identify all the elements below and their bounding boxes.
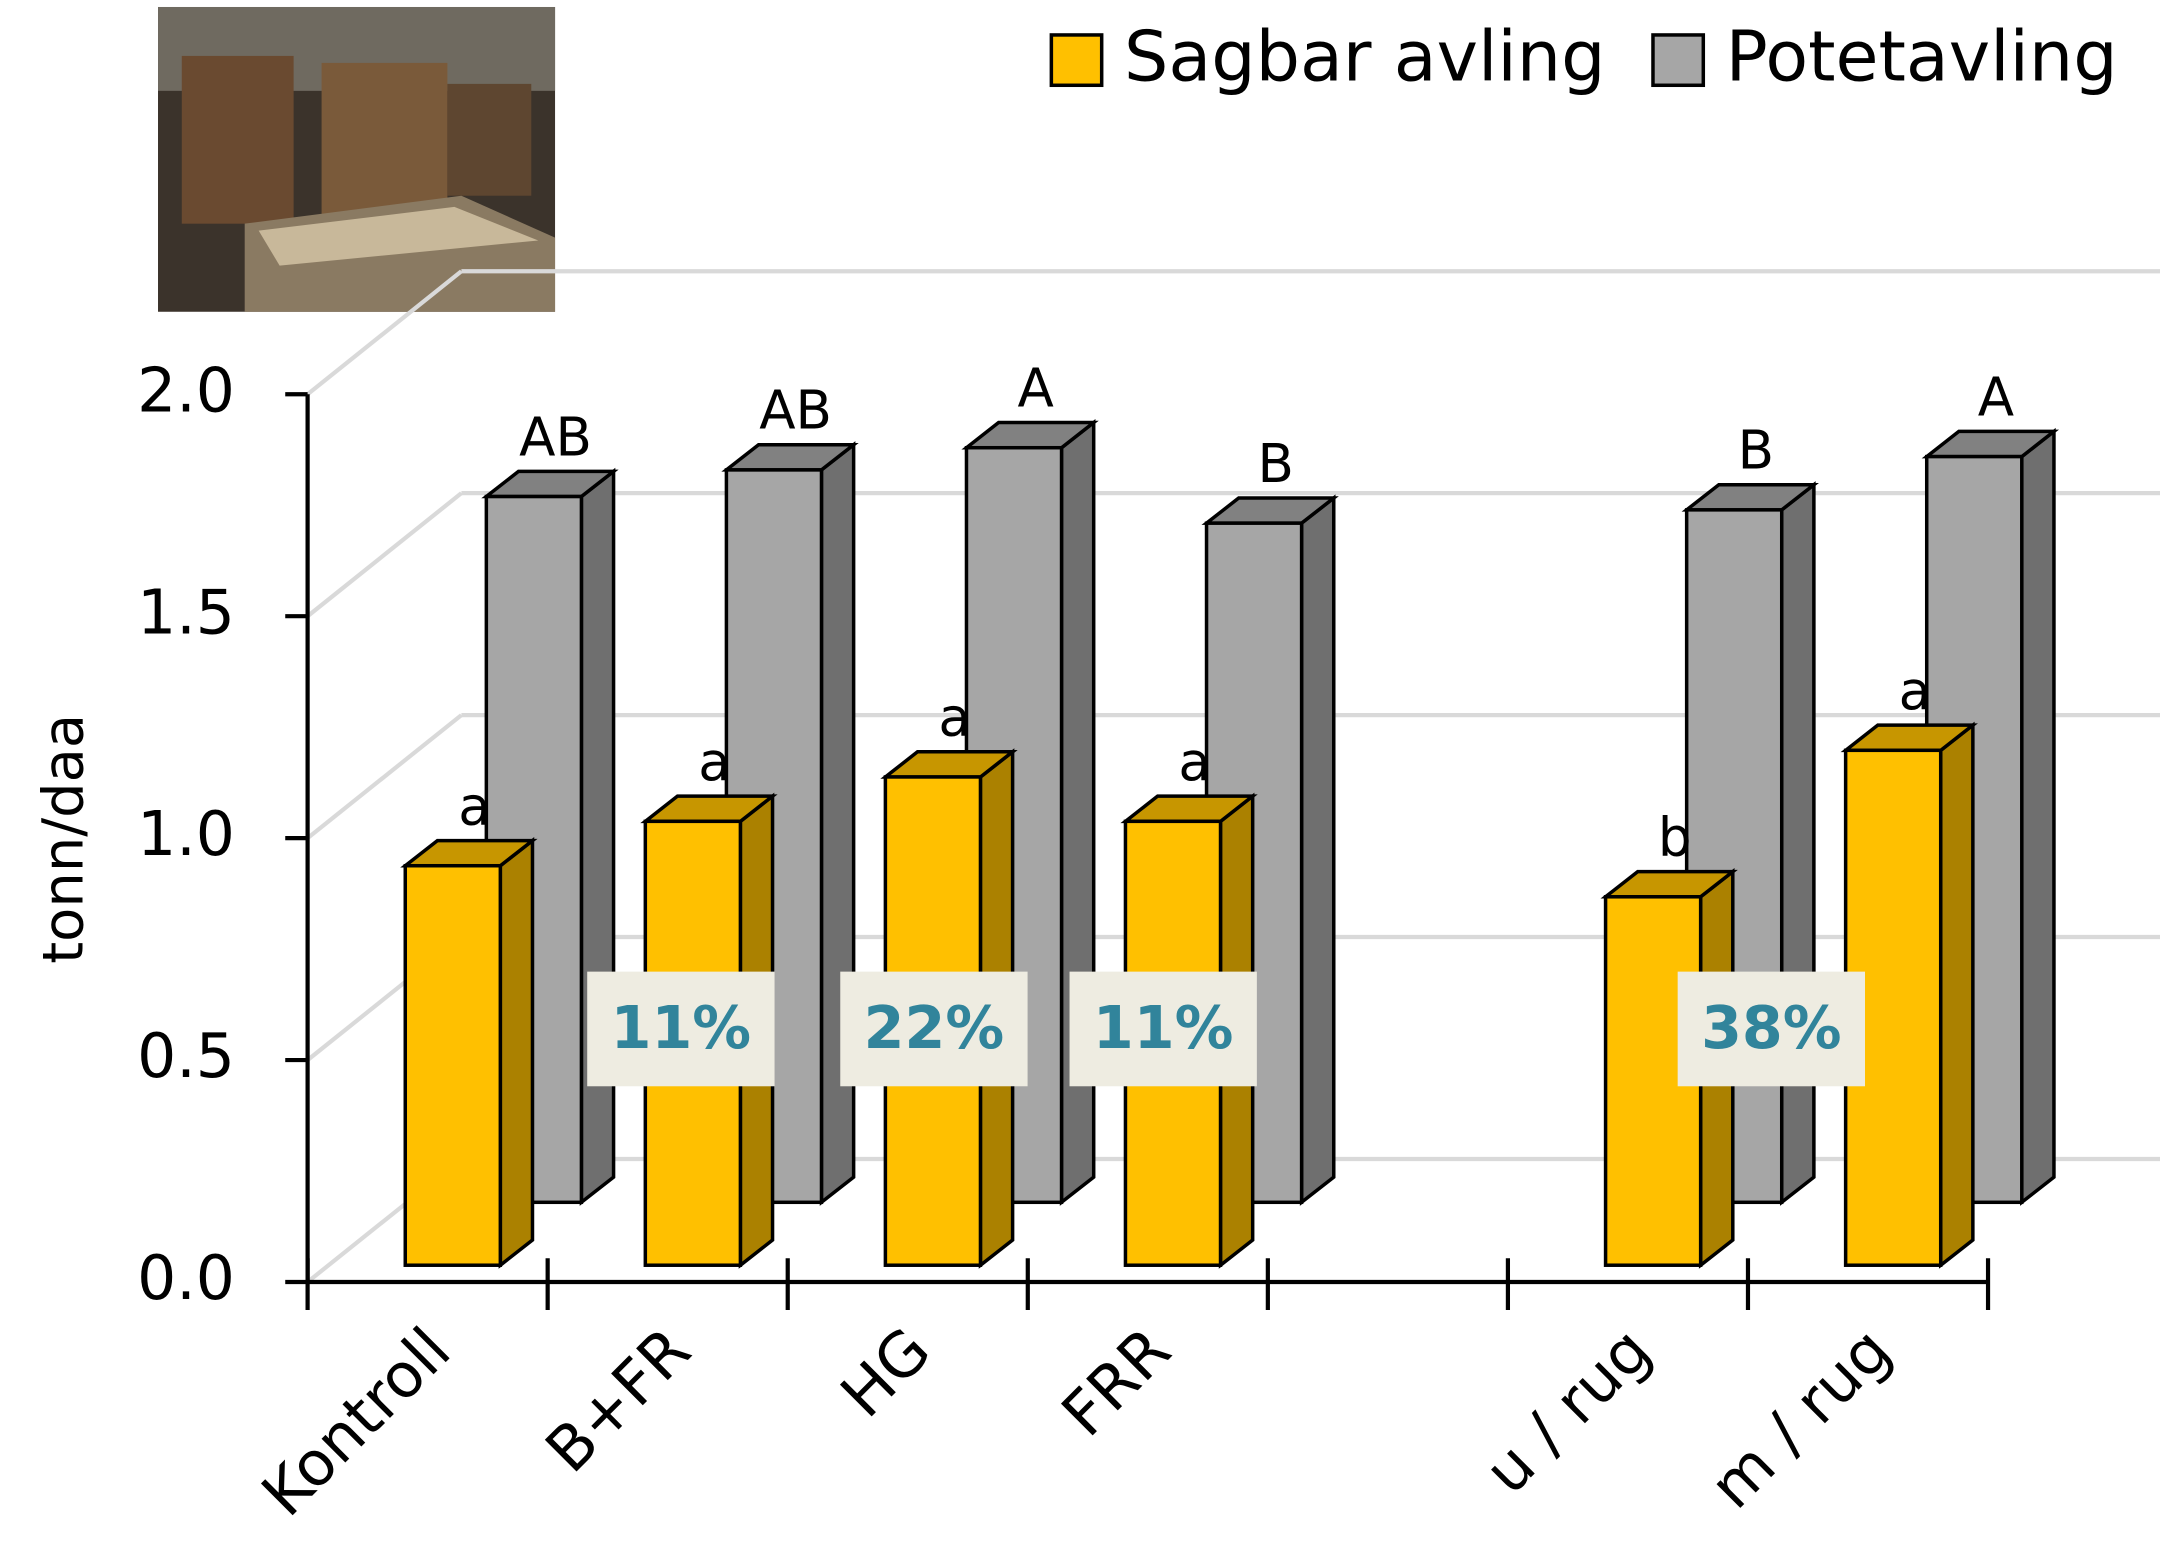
significance-label: a xyxy=(698,731,731,793)
x-tick-label: B+FR xyxy=(532,1314,704,1486)
significance-label: b xyxy=(1658,807,1692,869)
bar-face xyxy=(405,866,500,1265)
x-tick-label: m / rug xyxy=(1696,1314,1905,1523)
grid-line-side xyxy=(308,715,462,838)
bar-face xyxy=(1782,485,1814,1203)
significance-label: a xyxy=(1899,660,1932,722)
bar xyxy=(405,841,532,1266)
legend-label: Sagbar avling xyxy=(1124,17,1605,98)
y-tick-label: 0.0 xyxy=(137,1242,235,1314)
x-tick-label: HG xyxy=(827,1314,944,1431)
bar-face xyxy=(1941,725,1973,1265)
chart: tonn/daa 0.00.51.01.52.0ABABABBAaaaabaKo… xyxy=(0,0,2181,1563)
bar-face xyxy=(2022,431,2054,1202)
grid-line-side xyxy=(308,493,462,616)
x-tick-label: Kontroll xyxy=(248,1314,464,1530)
y-axis-title: tonn/daa xyxy=(31,714,96,964)
significance-label: A xyxy=(1978,366,2014,428)
significance-label: AB xyxy=(759,380,832,442)
bar-face xyxy=(500,841,532,1266)
significance-label: a xyxy=(458,775,491,837)
legend-label: Potetavling xyxy=(1726,17,2118,98)
y-tick-label: 1.0 xyxy=(137,798,235,870)
annotation: 11% xyxy=(1093,994,1234,1062)
bar-face xyxy=(1302,498,1334,1202)
y-tick-label: 1.5 xyxy=(137,576,235,648)
significance-label: a xyxy=(938,687,971,749)
x-tick-label: u / rug xyxy=(1471,1314,1665,1508)
bar-face xyxy=(821,445,853,1203)
significance-label: A xyxy=(1018,357,1054,419)
significance-label: AB xyxy=(519,406,592,468)
x-tick-label: FRR xyxy=(1048,1314,1184,1450)
annotation: 38% xyxy=(1701,994,1842,1062)
bar-face xyxy=(581,471,613,1202)
y-tick-label: 2.0 xyxy=(137,354,235,426)
significance-label: B xyxy=(1258,433,1294,495)
photo xyxy=(158,7,555,312)
y-tick-label: 0.5 xyxy=(137,1020,235,1092)
annotation: 11% xyxy=(611,994,752,1062)
significance-label: B xyxy=(1738,420,1774,482)
legend-swatch xyxy=(1051,35,1101,85)
legend-swatch xyxy=(1653,35,1703,85)
significance-label: a xyxy=(1178,731,1211,793)
annotation: 22% xyxy=(864,994,1005,1062)
